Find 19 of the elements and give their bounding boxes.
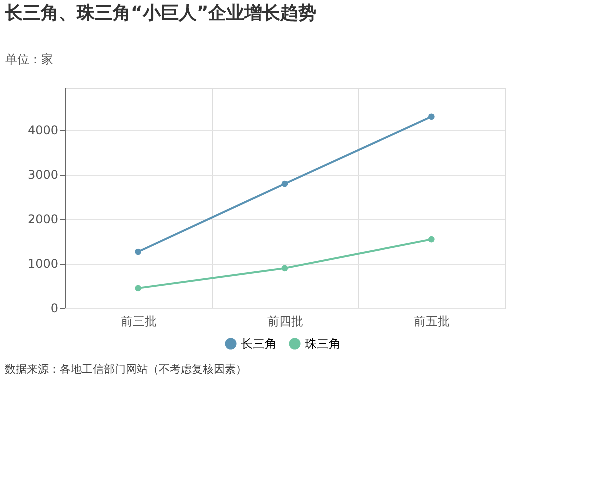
y-tick-label: 0 (50, 302, 58, 316)
x-tick-label: 前三批 (120, 314, 157, 328)
legend-label: 珠三角 (305, 337, 341, 351)
point (135, 285, 142, 292)
y-tick-label: 3000 (28, 168, 58, 182)
point (428, 114, 435, 120)
point (282, 265, 288, 272)
source-note: 数据来源：各地工信部门网站（不考虑复核因素） (5, 363, 247, 376)
x-tick-label: 前四批 (268, 314, 304, 328)
y-tick-label: 4000 (28, 124, 58, 138)
point (282, 180, 288, 188)
point (135, 248, 142, 256)
y-axis-title: 单位：家 (6, 52, 54, 66)
y-tick-label: 1000 (28, 257, 58, 272)
legend-label: 长三角 (241, 337, 277, 351)
point (428, 236, 435, 243)
x-tick-label: 前五批 (414, 314, 450, 328)
chart-title: 长三角、珠三角“小巨人”企业增长趋势 (4, 3, 317, 24)
y-tick-label: 2000 (28, 212, 58, 227)
